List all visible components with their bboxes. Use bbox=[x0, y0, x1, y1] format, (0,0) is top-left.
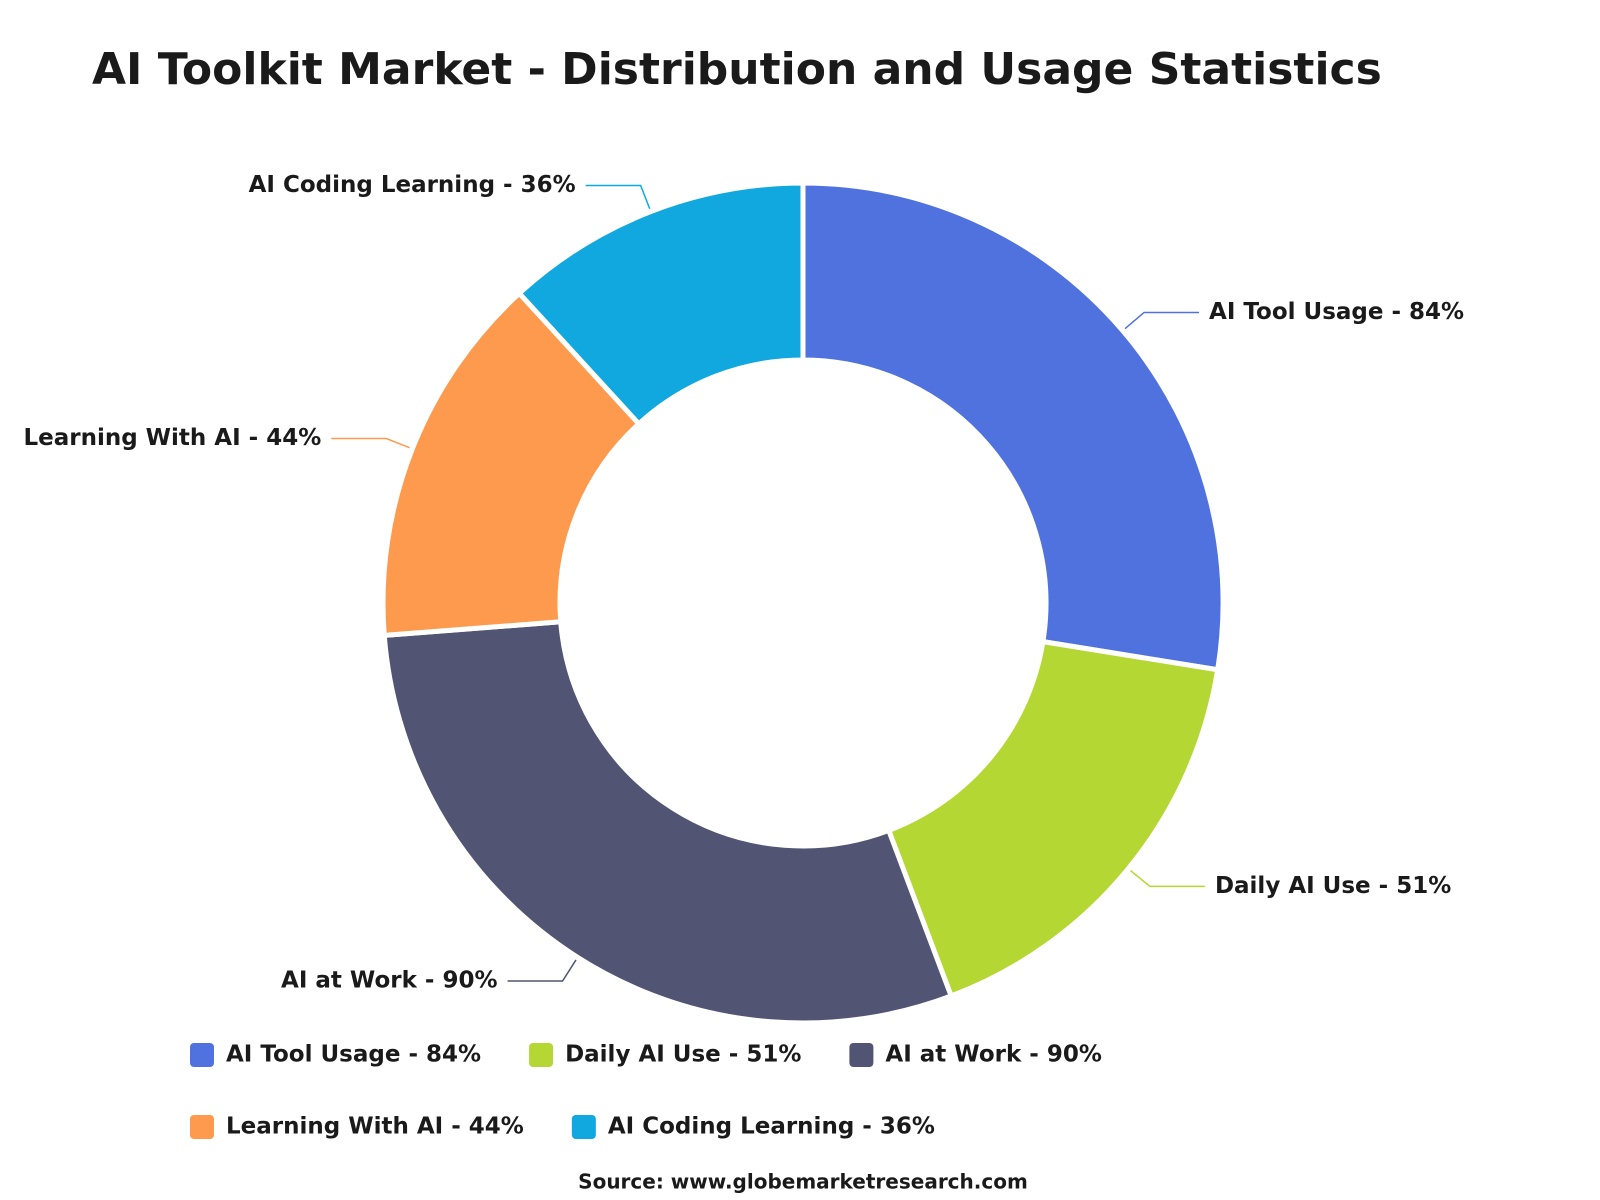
legend-label: Daily AI Use - 51% bbox=[565, 1042, 801, 1068]
legend-label: Learning With AI - 44% bbox=[226, 1114, 524, 1140]
legend-label: AI at Work - 90% bbox=[885, 1042, 1102, 1068]
donut-slice bbox=[800, 180, 1226, 673]
data-label: AI Tool Usage - 84% bbox=[1209, 299, 1464, 325]
donut-slice bbox=[886, 639, 1221, 999]
source: Source: www.globemarketresearch.com bbox=[578, 1170, 1028, 1194]
donut-slice bbox=[516, 180, 806, 427]
callout-line bbox=[585, 184, 651, 210]
data-label: Learning With AI - 44% bbox=[23, 425, 321, 451]
legend-swatch bbox=[849, 1043, 874, 1067]
chart-title: AI Toolkit Market - Distribution and Usa… bbox=[92, 44, 1382, 95]
donut-slice bbox=[381, 619, 954, 1026]
data-label: Daily AI Use - 51% bbox=[1215, 873, 1451, 899]
legend-swatch bbox=[529, 1043, 554, 1067]
callout-line bbox=[331, 437, 410, 449]
callout-line bbox=[507, 959, 577, 982]
data-label: AI at Work - 90% bbox=[281, 968, 498, 994]
data-label: AI Coding Learning - 36% bbox=[249, 172, 576, 198]
callout-line bbox=[1124, 311, 1200, 330]
legend-swatch bbox=[571, 1115, 596, 1139]
legend-swatch bbox=[190, 1043, 214, 1067]
callout-line bbox=[1130, 870, 1205, 888]
legend-label: AI Coding Learning - 36% bbox=[608, 1114, 935, 1140]
legend-swatch bbox=[190, 1115, 214, 1139]
donut-slice bbox=[380, 290, 642, 638]
legend-label: AI Tool Usage - 84% bbox=[226, 1042, 481, 1068]
